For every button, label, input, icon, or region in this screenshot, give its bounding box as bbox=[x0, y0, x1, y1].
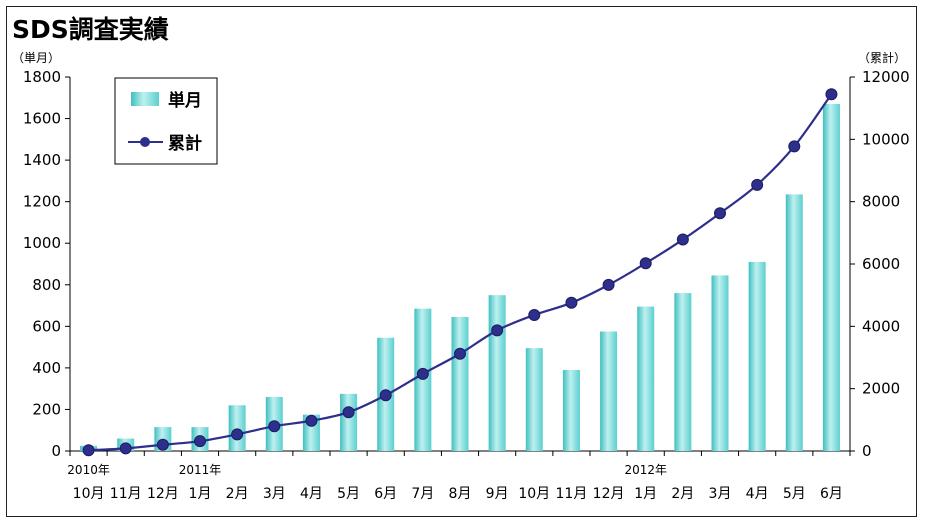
x-tick-label: 3月 bbox=[263, 486, 286, 502]
line-point bbox=[602, 278, 615, 291]
legend: 単月 累計 bbox=[114, 77, 218, 165]
x-tick-label: 11月 bbox=[556, 486, 588, 502]
bar bbox=[228, 405, 246, 451]
line-point bbox=[714, 207, 726, 220]
year-label: 2010年 bbox=[67, 463, 110, 477]
right-tick-label: 10000 bbox=[862, 130, 910, 148]
bar bbox=[674, 293, 692, 451]
x-tick-label: 10月 bbox=[518, 486, 550, 502]
legend-label-bar: 単月 bbox=[168, 90, 202, 111]
line-point bbox=[528, 308, 541, 321]
line-point bbox=[676, 233, 689, 246]
line-point bbox=[416, 367, 429, 380]
line-point bbox=[268, 420, 281, 433]
right-tick-label: 12000 bbox=[862, 68, 910, 86]
bar bbox=[822, 104, 840, 451]
right-axis-unit: （累計） bbox=[858, 50, 906, 65]
chart-title: SDS調査実績 bbox=[12, 15, 169, 44]
year-label: 2012年 bbox=[624, 463, 667, 477]
x-tick-label: 12月 bbox=[593, 486, 625, 502]
x-tick-label: 12月 bbox=[147, 486, 179, 502]
bar bbox=[451, 316, 469, 451]
x-axis-labels: 10月 11月 12月 1月 2月 3月 4月 5月 6月 7月 8月 9月 10月 11月 12月 1月 2月… bbox=[67, 463, 843, 502]
line-point bbox=[156, 438, 169, 451]
line-point bbox=[825, 88, 838, 101]
x-tick-label: 2月 bbox=[671, 486, 694, 502]
line-point bbox=[565, 296, 578, 309]
bar bbox=[637, 306, 655, 451]
left-tick-label: 400 bbox=[32, 359, 61, 377]
bar bbox=[711, 275, 729, 451]
line-point bbox=[639, 257, 652, 270]
right-y-axis: 0 2000 4000 6000 8000 10000 12000 bbox=[850, 68, 910, 460]
left-tick-label: 1400 bbox=[23, 151, 61, 169]
line-point bbox=[82, 444, 95, 457]
line-point bbox=[194, 435, 206, 448]
right-tick-label: 6000 bbox=[862, 255, 900, 273]
line-point bbox=[342, 406, 355, 419]
right-tick-label: 2000 bbox=[862, 380, 900, 398]
left-tick-label: 1600 bbox=[23, 110, 61, 128]
x-tick-label: 4月 bbox=[300, 486, 323, 502]
legend-swatch-marker bbox=[140, 137, 150, 147]
bar bbox=[488, 295, 506, 451]
line-point bbox=[751, 178, 764, 191]
right-tick-label: 0 bbox=[862, 442, 872, 460]
x-tick-label: 1月 bbox=[189, 486, 212, 502]
x-tick-label: 1月 bbox=[634, 486, 657, 502]
x-tick-label: 6月 bbox=[374, 486, 397, 502]
bar bbox=[600, 331, 618, 451]
x-tick-label: 3月 bbox=[709, 486, 732, 502]
x-tick-label: 5月 bbox=[337, 486, 360, 502]
left-tick-label: 0 bbox=[51, 442, 61, 460]
line-point bbox=[454, 347, 466, 360]
left-tick-label: 600 bbox=[32, 317, 61, 335]
left-tick-label: 1800 bbox=[23, 68, 61, 86]
left-tick-label: 200 bbox=[32, 400, 61, 418]
x-tick-label: 10月 bbox=[73, 486, 105, 502]
bar bbox=[525, 348, 543, 451]
bar bbox=[748, 261, 766, 451]
legend-swatch-bar bbox=[131, 92, 159, 106]
line-series bbox=[82, 88, 838, 457]
line-point bbox=[379, 389, 392, 402]
right-tick-label: 8000 bbox=[862, 193, 900, 211]
left-tick-label: 1200 bbox=[23, 193, 61, 211]
x-tick-label: 8月 bbox=[449, 486, 472, 502]
x-tick-label: 9月 bbox=[486, 486, 509, 502]
year-label: 2011年 bbox=[179, 463, 222, 477]
left-y-axis: 0 200 400 600 800 1000 1200 1400 1600 1800 bbox=[23, 68, 70, 460]
x-tick-label: 6月 bbox=[820, 486, 843, 502]
line-point bbox=[491, 324, 504, 337]
right-tick-label: 4000 bbox=[862, 317, 900, 335]
left-axis-unit: （単月） bbox=[12, 51, 60, 65]
x-tick-label: 7月 bbox=[411, 486, 434, 502]
bar bbox=[785, 194, 803, 451]
x-tick-label: 5月 bbox=[783, 486, 806, 502]
left-tick-label: 800 bbox=[32, 276, 61, 294]
legend-label-line: 累計 bbox=[168, 133, 202, 154]
x-tick-label: 4月 bbox=[746, 486, 769, 502]
line-point bbox=[788, 140, 801, 153]
bar bbox=[562, 369, 580, 451]
bar bbox=[340, 393, 358, 451]
line-point bbox=[231, 428, 244, 441]
x-tick-label: 2月 bbox=[226, 486, 249, 502]
line-point bbox=[305, 414, 318, 427]
line-point bbox=[119, 442, 132, 455]
x-tick-label: 11月 bbox=[110, 486, 142, 502]
left-tick-label: 1000 bbox=[23, 234, 61, 252]
